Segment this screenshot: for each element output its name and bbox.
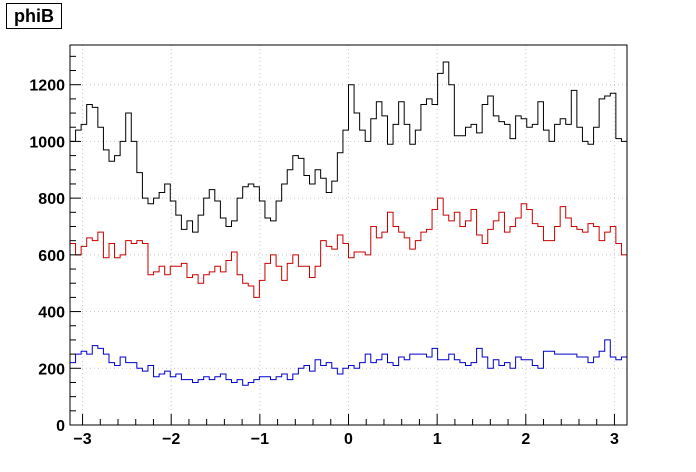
x-axis: −3 −2 −1 0 1 2 3 [73,414,619,448]
histogram-series-2 [70,197,628,425]
y-tick-label: 400 [38,305,65,322]
x-tick-label: −3 [73,431,91,448]
x-tick-label: 1 [433,431,442,448]
histogram-title: phiB [6,3,62,29]
y-tick-label: 0 [56,418,65,435]
y-tick-label: 1200 [29,78,65,95]
histogram-series-3 [70,339,628,425]
x-tick-label: 3 [610,431,619,448]
histogram-series-1 [70,61,628,425]
x-tick-label: 0 [344,431,353,448]
histogram-series [70,61,628,425]
x-tick-label: −2 [162,431,180,448]
y-tick-label: 800 [38,191,65,208]
y-tick-label: 600 [38,248,65,265]
x-tick-label: 2 [521,431,530,448]
y-tick-label: 200 [38,361,65,378]
y-axis: 0 200 400 600 800 1000 1200 [29,55,81,435]
x-tick-label: −1 [251,431,269,448]
y-tick-label: 1000 [29,134,65,151]
